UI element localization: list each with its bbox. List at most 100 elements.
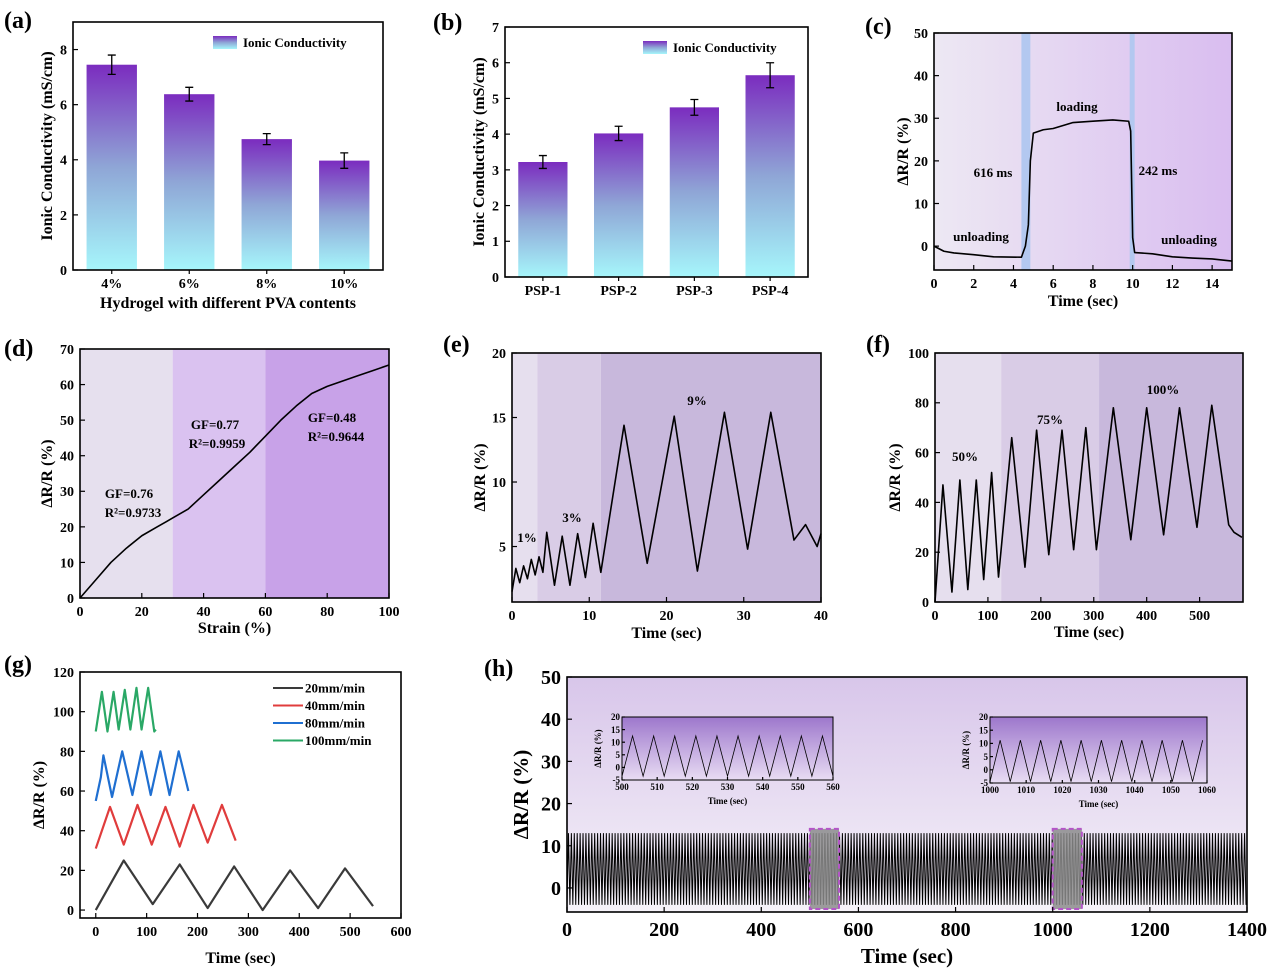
panel-b: 0 1 2 3 4 5 6 7 PSP-1 PSP-2 PSP-3 PSP-4 Ionic Conduc… — [433, 10, 809, 299]
y-axis-title: ΔR/R (%) — [509, 750, 533, 840]
y-tick-label: 60 — [60, 785, 74, 800]
x-axis-title: Time (sec) — [1079, 799, 1119, 809]
axes-frame — [934, 352, 1244, 603]
y-tick-label: 20 — [492, 347, 506, 362]
x-axis-title: Hydrogel with different PVA contents — [100, 295, 356, 312]
annotation: R²=0.9644 — [308, 429, 365, 444]
bar-PSP-2 — [594, 133, 644, 277]
y-tick-label: 0 — [492, 271, 499, 286]
annotation: 50% — [952, 449, 978, 464]
error-bar-2 — [262, 132, 271, 146]
x-tick-label: 200 — [649, 919, 679, 941]
annotation: R²=0.9959 — [189, 436, 246, 451]
legend-swatch — [643, 41, 667, 54]
x-tick-label: 10 — [582, 609, 596, 624]
x-tick-label: 2 — [970, 277, 977, 292]
y-tick-label: 2 — [60, 209, 67, 224]
y-tick-label: 4 — [492, 128, 499, 143]
x-tick-label: 500 — [340, 925, 361, 940]
y-tick-label: 10 — [914, 197, 928, 212]
y-tick-label: 0 — [616, 763, 621, 773]
annotation: 242 ms — [1139, 163, 1178, 178]
y-tick-label: 30 — [541, 751, 561, 773]
x-tick-label: 40 — [197, 605, 211, 620]
y-tick-label: 70 — [60, 343, 74, 358]
x-axis-title: Time (sec) — [1054, 624, 1124, 641]
x-tick-label: 1030 — [1090, 785, 1109, 795]
panel-label: (c) — [865, 14, 892, 40]
y-tick-label: 80 — [60, 745, 74, 760]
y-tick-label: 3 — [492, 164, 499, 179]
x-tick-label: 1200 — [1130, 919, 1170, 941]
y-tick-label: 8 — [60, 43, 67, 58]
axes-frame — [566, 676, 1248, 913]
y-tick-label: 100 — [908, 347, 929, 362]
error-bar-0 — [107, 54, 116, 76]
region-band-1 — [537, 353, 601, 602]
error-bar-0 — [538, 154, 547, 170]
region-band-0 — [935, 353, 1002, 602]
annotation: GF=0.48 — [308, 410, 357, 425]
y-tick-label: 20 — [611, 712, 621, 722]
y-tick-label: 40 — [60, 450, 74, 465]
series-line-100mm/min — [94, 686, 157, 733]
error-bar-3 — [766, 62, 775, 89]
y-axis-title: ΔR/R (%) — [887, 443, 904, 511]
y-tick-label: 5 — [984, 752, 989, 762]
panel-label: (e) — [443, 332, 470, 358]
x-tick-label: 40 — [814, 609, 828, 624]
y-tick-label: 80 — [915, 397, 929, 412]
x-tick-label: 4 — [1010, 277, 1017, 292]
y-tick-label: 5 — [616, 750, 621, 760]
y-tick-label: 10 — [60, 556, 74, 571]
y-tick-label: 40 — [915, 496, 929, 511]
x-tick-label: 100 — [379, 605, 400, 620]
series-line-0 — [79, 364, 390, 599]
x-tick-label: 4% — [101, 277, 122, 292]
y-axis-title: Ionic Conductivity (mS/cm) — [39, 51, 56, 240]
y-tick-label: 10 — [492, 476, 506, 491]
y-tick-label: 10 — [611, 737, 621, 747]
panel-a: 0 2 4 6 8 4% 6% 8% 10% Hydrogel with different PV… — [4, 8, 384, 312]
annotation: 75% — [1037, 412, 1063, 427]
y-tick-label: 0 — [67, 592, 74, 607]
x-tick-label: 0 — [77, 605, 84, 620]
zoom-window-0 — [808, 827, 840, 911]
legend-label: 100mm/min — [305, 733, 372, 748]
response-time-band-0 — [1021, 33, 1031, 270]
y-tick-label: 100 — [53, 706, 74, 721]
x-tick-label: 80 — [320, 605, 334, 620]
x-tick-label: 400 — [746, 919, 776, 941]
y-tick-label: 40 — [60, 825, 74, 840]
x-tick-label: 510 — [650, 782, 664, 792]
x-tick-label: 200 — [1030, 609, 1051, 624]
axes-frame — [72, 21, 384, 271]
y-tick-label: 40 — [541, 709, 561, 731]
region-band-0 — [80, 349, 173, 598]
annotation: 3% — [562, 510, 582, 525]
legend-label: Ionic Conductivity — [243, 35, 347, 50]
x-tick-label: 300 — [1083, 609, 1104, 624]
x-tick-label: 200 — [187, 925, 208, 940]
x-tick-label: 550 — [791, 782, 805, 792]
x-tick-label: 0 — [931, 277, 938, 292]
x-tick-label: 800 — [941, 919, 971, 941]
annotation: 100% — [1147, 382, 1180, 397]
y-tick-label: 20 — [541, 794, 561, 816]
x-tick-label: PSP-3 — [676, 284, 713, 299]
y-tick-label: 5 — [492, 92, 499, 107]
y-axis-title: ΔR/R (%) — [961, 731, 971, 769]
x-axis-title: Time (sec) — [861, 944, 953, 968]
annotation: unloading — [1161, 232, 1217, 247]
panel-c: 0 10 20 30 40 50 0 2 4 6 8 10 12 14 Time (sec) ΔR/R (%)… — [865, 14, 1233, 310]
annotation: R²=0.9733 — [105, 505, 162, 520]
y-tick-label: 50 — [541, 667, 561, 689]
y-tick-label: 7 — [492, 21, 499, 36]
inset-chart-1: -5 0 5 10 15 20 1000 1010 1020 1030 1040 1050 1060 Ti… — [961, 712, 1217, 809]
x-tick-label: 1000 — [1033, 919, 1073, 941]
panel-label: (a) — [4, 8, 32, 34]
x-tick-label: 12 — [1165, 277, 1179, 292]
axes-frame — [79, 348, 390, 599]
